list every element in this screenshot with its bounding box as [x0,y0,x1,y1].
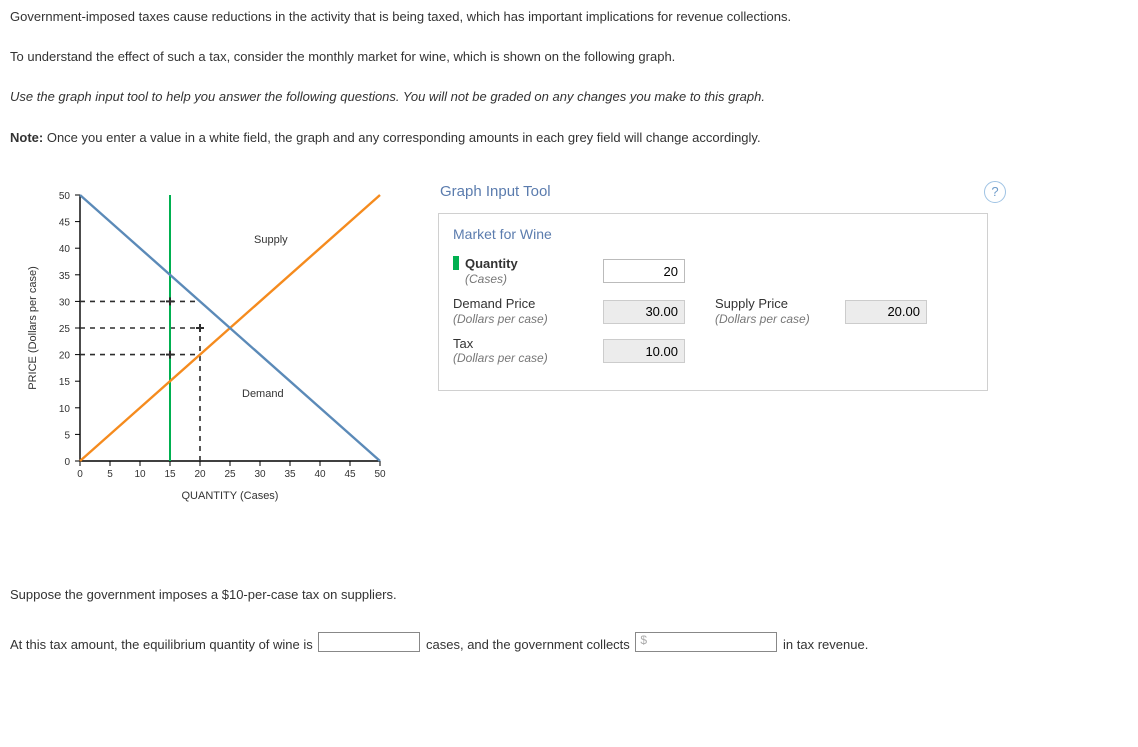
tax-revenue-input[interactable] [635,632,777,652]
svg-text:35: 35 [284,469,296,480]
svg-text:10: 10 [59,404,71,415]
svg-text:10: 10 [134,469,146,480]
svg-text:15: 15 [59,377,71,388]
svg-text:5: 5 [107,469,113,480]
svg-text:40: 40 [314,469,326,480]
eq-text-b: cases, and the government collects [426,637,633,652]
svg-text:PRICE (Dollars per case): PRICE (Dollars per case) [27,266,39,389]
svg-text:50: 50 [374,469,386,480]
intro-p3: Use the graph input tool to help you ans… [10,88,1128,106]
intro-p1: Government-imposed taxes cause reduction… [10,8,1128,26]
svg-text:Supply: Supply [254,234,288,246]
tax-output [603,339,685,363]
svg-text:20: 20 [59,350,71,361]
svg-text:30: 30 [59,297,71,308]
panel-subtitle: Market for Wine [453,226,973,242]
svg-text:0: 0 [77,469,83,480]
graph-container: 0 5 10 15 20 25 30 35 40 45 50 0 5 10 15 20 25 30 35 40 45 50… [10,177,430,507]
eq-text-c: in tax revenue. [783,637,868,652]
supply-price-label: Supply Price (Dollars per case) [715,297,845,327]
q-suppose: Suppose the government imposes a $10-per… [10,587,1128,602]
svg-text:20: 20 [194,469,206,480]
svg-text:25: 25 [59,324,71,335]
svg-text:Demand: Demand [242,388,284,400]
quantity-marker-icon [453,256,459,270]
note-text: Once you enter a value in a white field,… [43,130,760,145]
demand-price-label: Demand Price (Dollars per case) [453,297,603,327]
supply-price-output [845,300,927,324]
note-label: Note: [10,130,43,145]
svg-text:50: 50 [59,191,71,202]
demand-price-output [603,300,685,324]
svg-text:40: 40 [59,244,71,255]
tax-label: Tax (Dollars per case) [453,337,603,367]
price-quantity-chart[interactable]: 0 5 10 15 20 25 30 35 40 45 50 0 5 10 15 20 25 30 35 40 45 50… [20,177,400,507]
svg-text:45: 45 [344,469,356,480]
svg-text:45: 45 [59,217,71,228]
graph-input-panel: Graph Input Tool ? Market for Wine Quant… [438,177,1008,392]
svg-text:25: 25 [224,469,236,480]
svg-text:5: 5 [64,430,70,441]
quantity-label: Quantity (Cases) [453,256,603,287]
help-icon[interactable]: ? [984,181,1006,203]
intro-p2: To understand the effect of such a tax, … [10,48,1128,66]
svg-text:30: 30 [254,469,266,480]
svg-text:0: 0 [64,457,70,468]
intro-p4: Note: Once you enter a value in a white … [10,129,1128,147]
svg-text:35: 35 [59,271,71,282]
eq-text-a: At this tax amount, the equilibrium quan… [10,637,316,652]
q-equilibrium-line: At this tax amount, the equilibrium quan… [10,632,1128,652]
panel-title: Graph Input Tool [440,183,551,200]
svg-text:15: 15 [164,469,176,480]
quantity-input[interactable] [603,259,685,283]
svg-text:QUANTITY (Cases): QUANTITY (Cases) [182,490,279,502]
equilibrium-quantity-input[interactable] [318,632,420,652]
